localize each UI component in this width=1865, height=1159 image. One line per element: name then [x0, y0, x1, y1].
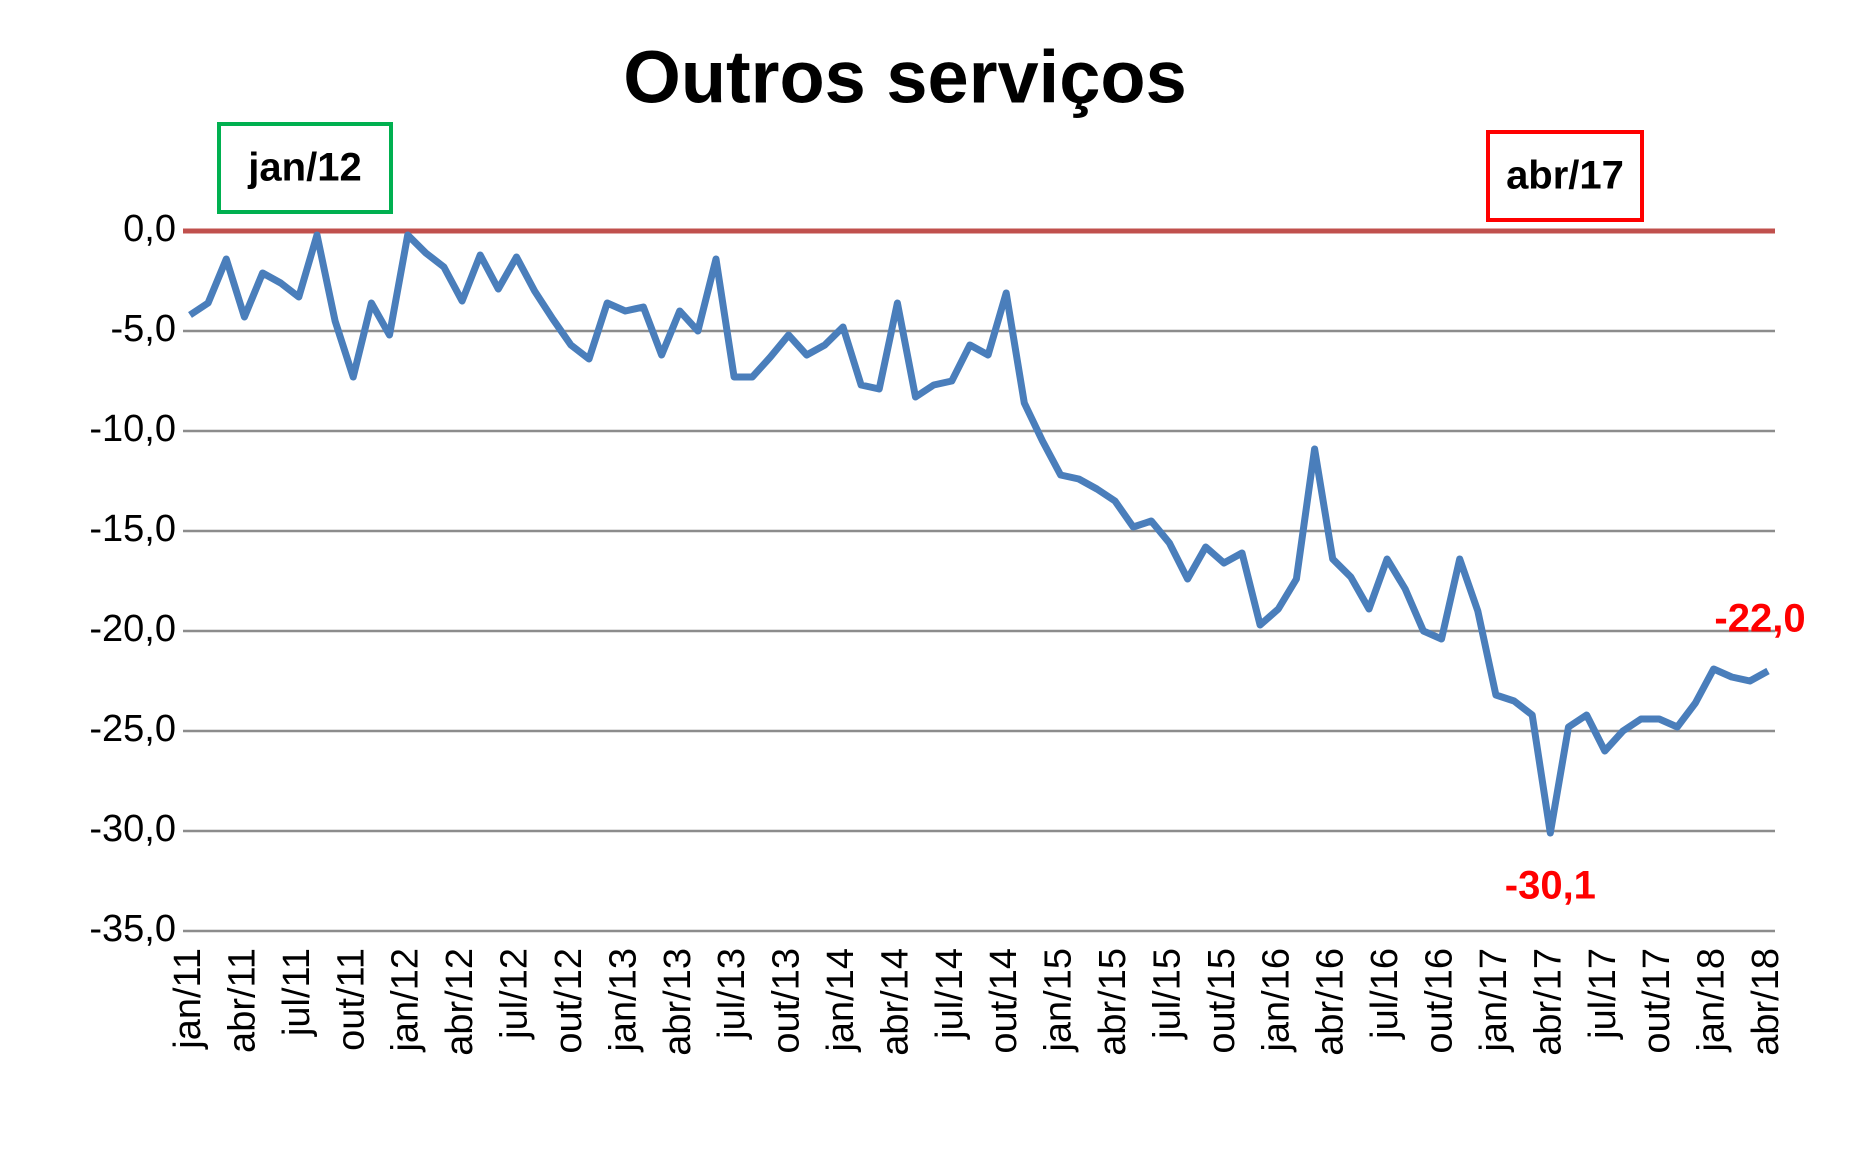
- x-tick-label: abr/14: [874, 948, 916, 1056]
- annotation-box: [217, 122, 393, 214]
- x-tick-label: out/17: [1636, 948, 1678, 1054]
- x-tick-label: abr/16: [1310, 948, 1352, 1056]
- x-tick-label: jul/14: [929, 948, 971, 1040]
- x-tick-label: out/14: [983, 948, 1025, 1054]
- x-tick-label: jul/15: [1146, 948, 1188, 1040]
- y-tick-label: 0,0: [123, 208, 176, 250]
- y-tick-label: -30,0: [89, 808, 176, 850]
- x-tick-label: jul/12: [494, 948, 536, 1040]
- x-tick-label: out/13: [766, 948, 808, 1054]
- y-tick-label: -35,0: [89, 908, 176, 950]
- x-tick-label: jul/17: [1582, 948, 1624, 1040]
- y-tick-label: -25,0: [89, 708, 176, 750]
- annotation-text: abr/17: [1506, 154, 1624, 198]
- x-tick-label: jul/13: [711, 948, 753, 1040]
- x-tick-label: jan/18: [1691, 948, 1733, 1053]
- x-tick-label: abr/17: [1527, 948, 1569, 1056]
- x-tick-label: out/16: [1419, 948, 1461, 1054]
- x-tick-label: abr/15: [1092, 948, 1134, 1056]
- x-tick-label: jan/11: [167, 948, 209, 1050]
- x-tick-label: out/15: [1201, 948, 1243, 1054]
- data-line: [188, 231, 1770, 837]
- x-tick-label: jan/14: [820, 948, 862, 1053]
- x-tick-label: jan/17: [1473, 948, 1515, 1053]
- x-tick-label: jan/15: [1038, 948, 1080, 1053]
- x-tick-label: jan/12: [385, 948, 427, 1053]
- y-tick-label: -5,0: [111, 308, 176, 350]
- y-tick-label: -15,0: [89, 508, 176, 550]
- x-tick-label: abr/18: [1745, 948, 1787, 1056]
- x-tick-label: jan/13: [602, 948, 644, 1053]
- x-tick-label: jul/16: [1364, 948, 1406, 1040]
- chart-title: Outros serviços: [623, 36, 1186, 119]
- x-tick-label: abr/12: [439, 948, 481, 1056]
- x-tick-label: abr/13: [657, 948, 699, 1056]
- value-label: -30,1: [1505, 864, 1596, 908]
- x-tick-label: abr/11: [221, 948, 263, 1053]
- x-tick-label: out/11: [330, 948, 372, 1051]
- annotation-text: jan/12: [247, 146, 361, 190]
- x-tick-label: jul/11: [276, 948, 318, 1037]
- value-label: -22,0: [1714, 597, 1805, 641]
- x-tick-label: jan/16: [1255, 948, 1297, 1053]
- y-tick-label: -10,0: [89, 408, 176, 450]
- y-tick-label: -20,0: [89, 608, 176, 650]
- x-tick-label: out/12: [548, 948, 590, 1054]
- annotation-box: [1486, 130, 1644, 222]
